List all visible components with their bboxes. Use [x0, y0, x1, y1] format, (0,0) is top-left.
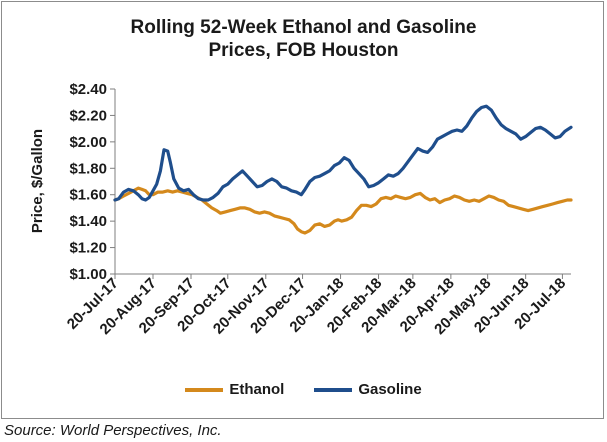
- y-tick-label: $2.20: [69, 107, 107, 124]
- y-tick-label: $1.80: [69, 160, 107, 177]
- series-line-gasoline: [113, 104, 573, 202]
- chart-title-line-2: Prices, FOB Houston: [208, 40, 399, 61]
- chart-title: Rolling 52-Week Ethanol and Gasoline Pri…: [0, 16, 607, 62]
- legend: Ethanol Gasoline: [0, 381, 607, 398]
- legend-item-gasoline: Gasoline: [314, 381, 422, 398]
- legend-label-gasoline: Gasoline: [358, 381, 422, 398]
- y-tick-label: $1.00: [69, 266, 107, 283]
- legend-label-ethanol: Ethanol: [229, 381, 285, 398]
- chart-title-line-1: Rolling 52-Week Ethanol and Gasoline: [130, 17, 477, 38]
- y-tick-label: $1.60: [69, 187, 107, 204]
- y-axis-label: Price, $/Gallon: [29, 129, 46, 233]
- x-axis: 20-Jul-1720-Aug-1720-Sep-1720-Oct-1720-N…: [64, 273, 571, 338]
- legend-swatch-gasoline: [314, 387, 353, 392]
- legend-swatch-ethanol: [185, 387, 224, 392]
- y-axis: $1.00 $1.20 $1.40 $1.60 $1.80 $2.00 $2.20 $2.40: [69, 81, 116, 283]
- series-line-ethanol: [113, 186, 573, 235]
- y-tick-label: $1.20: [69, 240, 107, 257]
- y-tick-label: $2.00: [69, 134, 107, 151]
- y-tick-label: $2.40: [69, 81, 107, 98]
- series-lines: [113, 104, 573, 235]
- y-tick-label: $1.40: [69, 213, 107, 230]
- chart-frame: [1, 1, 604, 419]
- source-note: Source: World Perspectives, Inc.: [4, 422, 222, 439]
- legend-item-ethanol: Ethanol: [185, 381, 284, 398]
